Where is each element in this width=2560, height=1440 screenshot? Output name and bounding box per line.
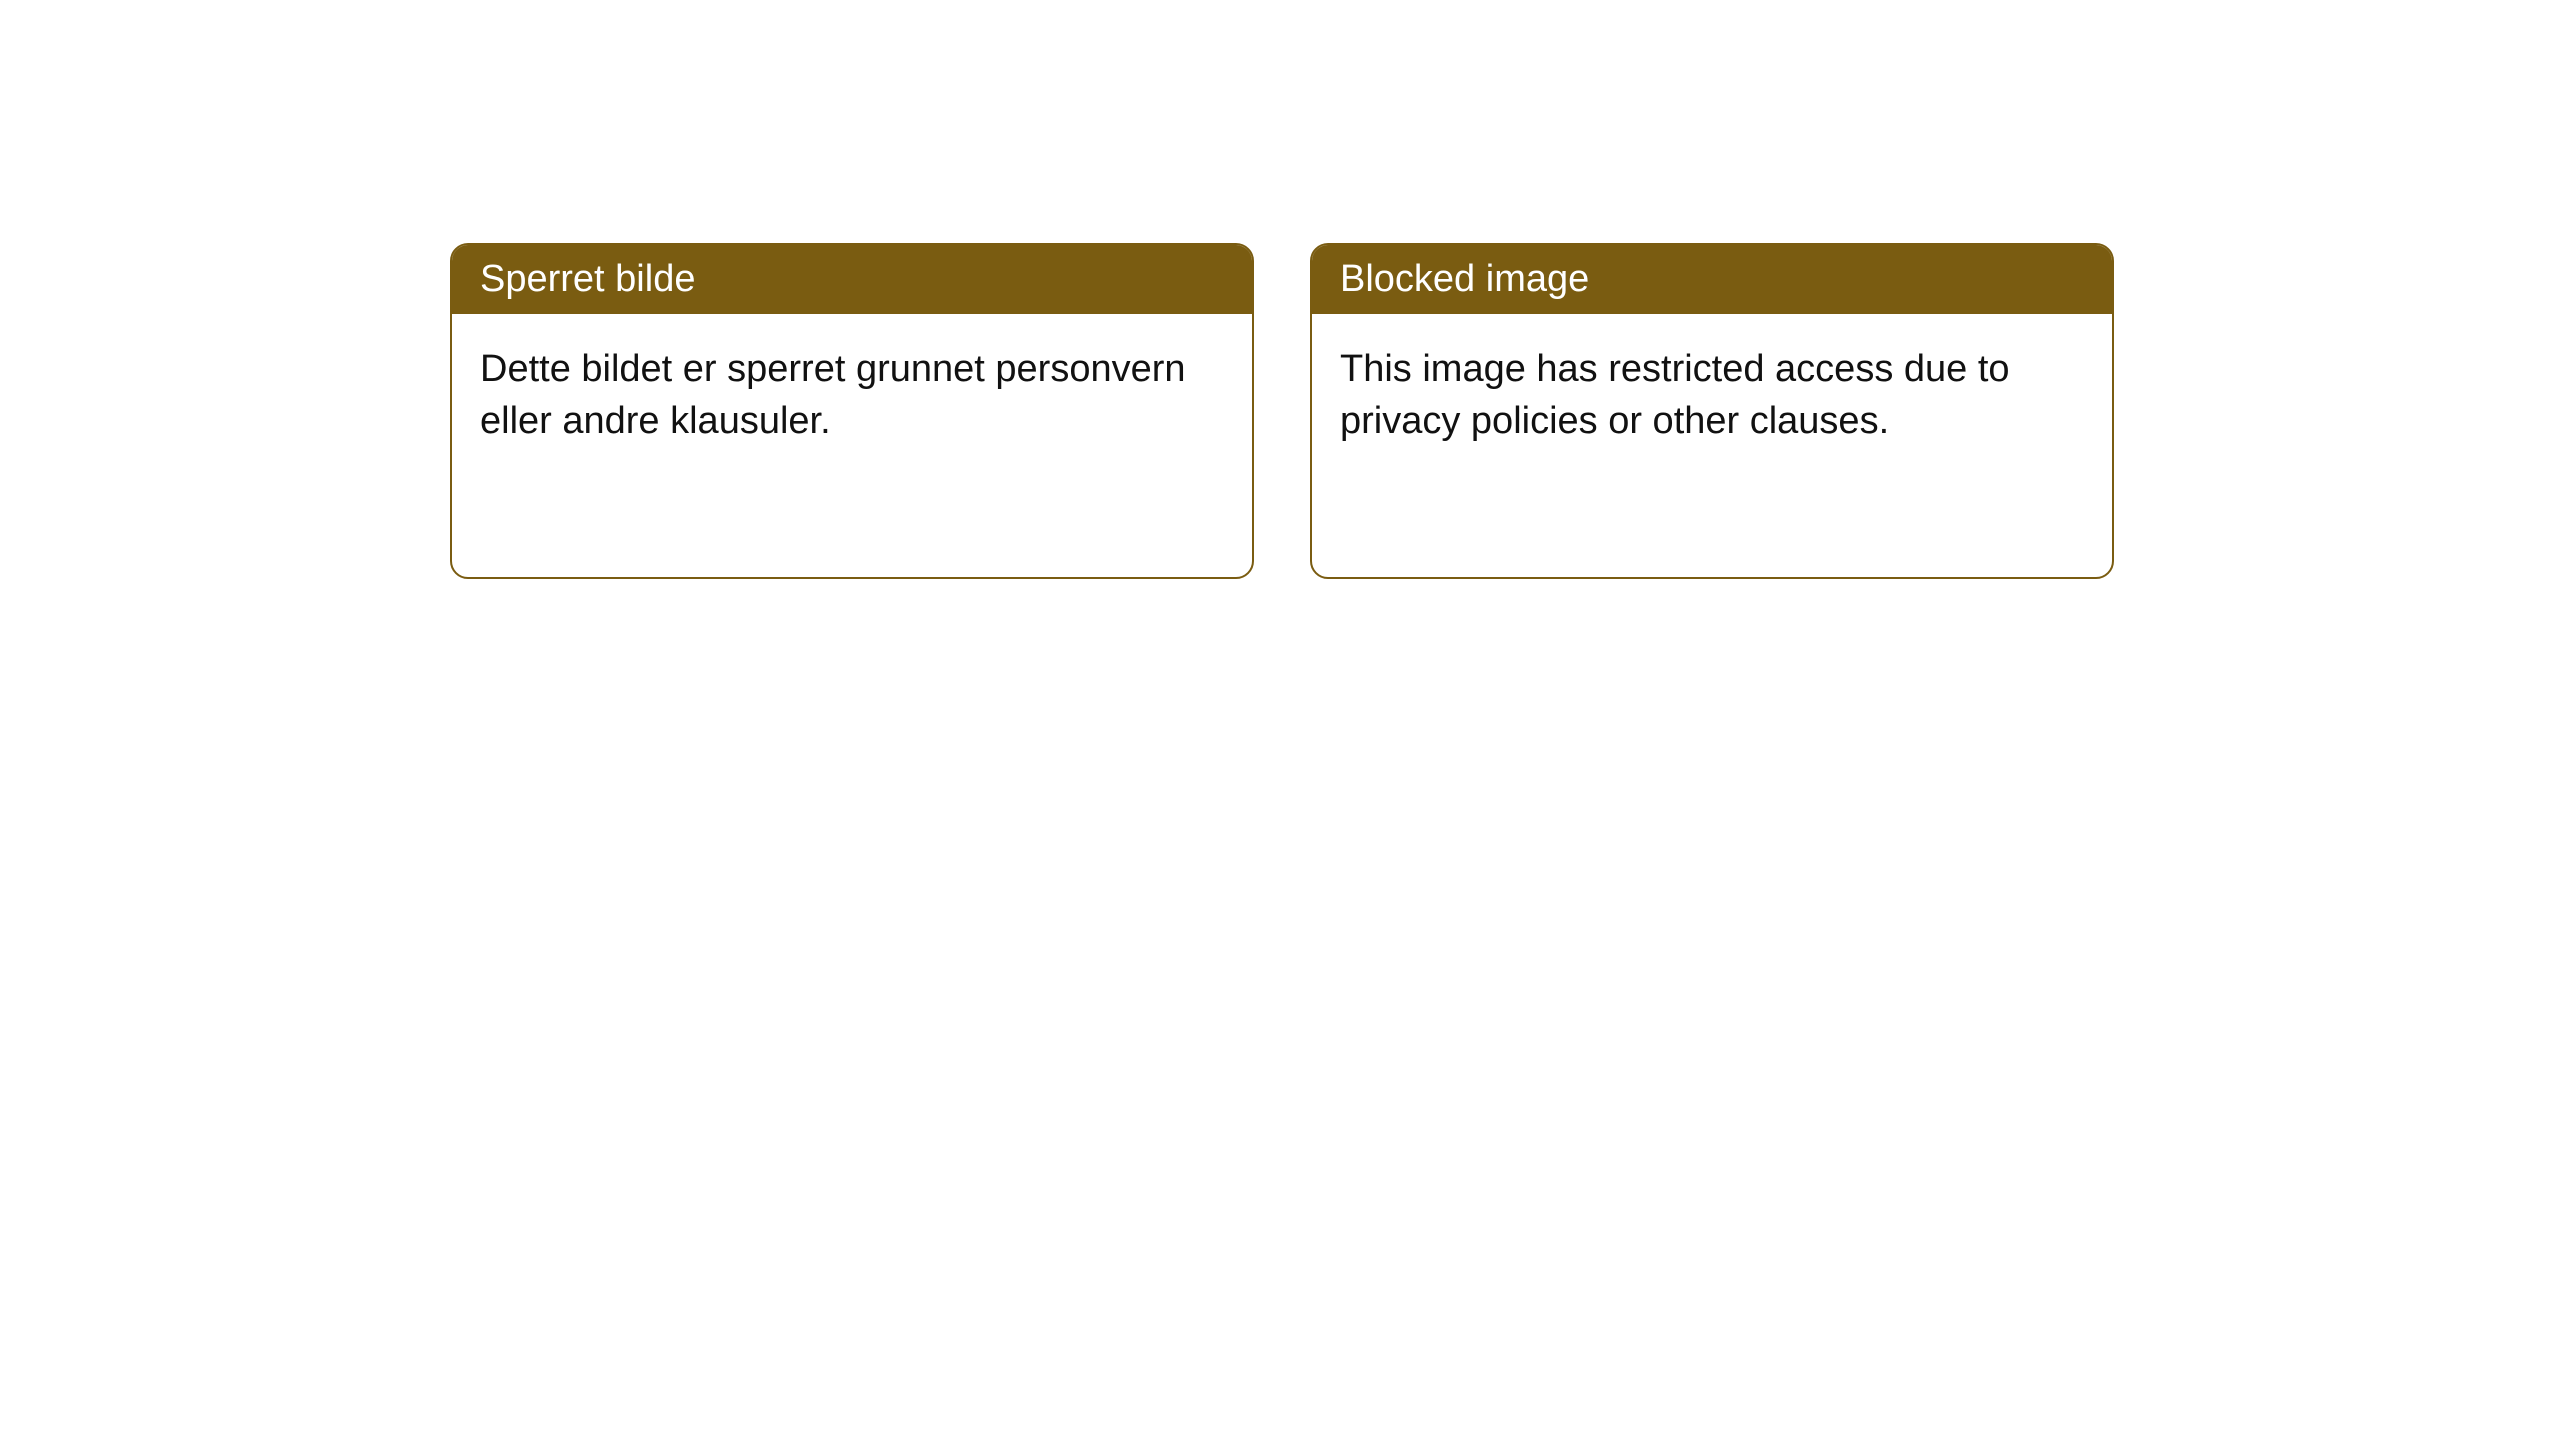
notice-cards-container: Sperret bilde Dette bildet er sperret gr… <box>450 243 2114 579</box>
notice-card-english: Blocked image This image has restricted … <box>1310 243 2114 579</box>
notice-card-header: Sperret bilde <box>452 245 1252 314</box>
notice-card-body: This image has restricted access due to … <box>1312 314 2112 577</box>
notice-card-header: Blocked image <box>1312 245 2112 314</box>
notice-card-body: Dette bildet er sperret grunnet personve… <box>452 314 1252 577</box>
notice-card-norwegian: Sperret bilde Dette bildet er sperret gr… <box>450 243 1254 579</box>
